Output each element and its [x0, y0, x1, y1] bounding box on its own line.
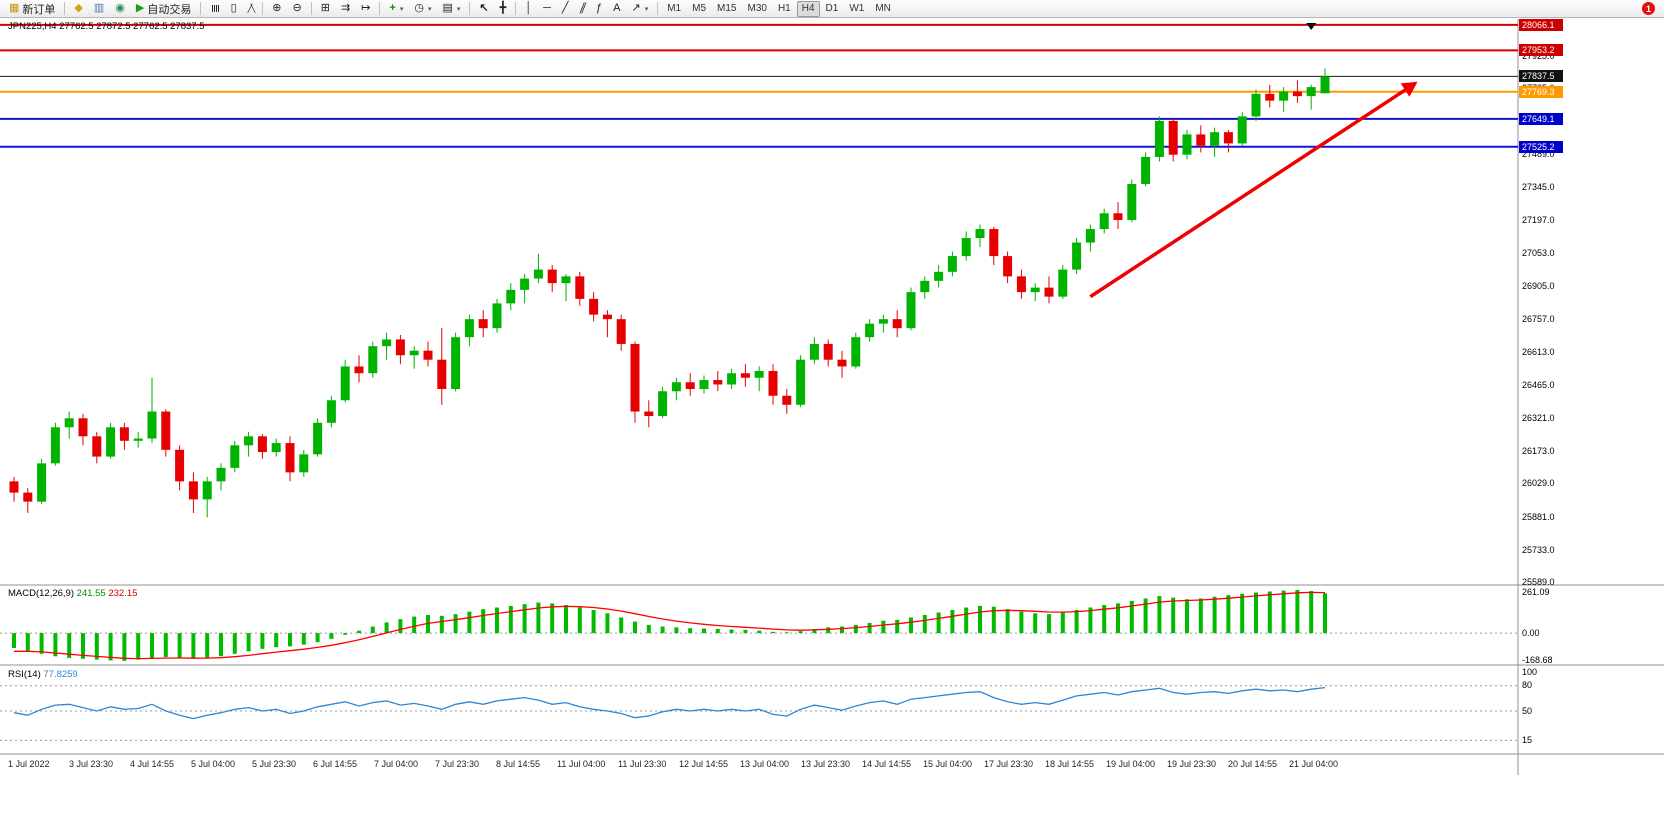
zoom-in-button[interactable]: ⊕ [267, 0, 286, 18]
timeframe-button-mn[interactable]: MN [875, 2, 891, 14]
arrows-button[interactable]: ↗ ▾ [626, 0, 653, 18]
toolbar-separator [262, 2, 264, 15]
channel-icon: ∥ [577, 2, 588, 14]
crosshair-button[interactable]: ╋ [495, 0, 512, 18]
candles [9, 68, 1330, 518]
vertical-line-button[interactable]: │ [520, 0, 537, 18]
macd-histogram [12, 590, 1327, 661]
chart-shift-icon: ↦ [361, 2, 371, 14]
toolbar-separator [64, 2, 66, 15]
market-watch-icon: ▥ [93, 2, 105, 14]
toolbar-separator [657, 2, 659, 15]
timeframe-button-m30[interactable]: M30 [747, 2, 767, 14]
macd-signal-line [14, 591, 1326, 660]
timeframe-button-m5[interactable]: M5 [692, 2, 707, 14]
cursor-icon: ↖ [479, 2, 489, 14]
toolbar-separator [310, 2, 312, 15]
crosshair-icon: ╋ [499, 2, 507, 14]
periods-button[interactable]: ◷ ▾ [409, 0, 436, 18]
periods-icon: ◷ [414, 2, 424, 14]
data-window-icon: ◉ [115, 2, 125, 14]
market-watch-button[interactable]: ▥ [89, 0, 109, 18]
rsi-line [13, 686, 1326, 720]
horizontal-line-icon: ─ [543, 2, 551, 14]
macd-signal-value: 232.15 [108, 588, 138, 599]
timeframe-button-h1[interactable]: H1 [777, 2, 791, 14]
trendline-button[interactable]: ╱ [557, 0, 574, 18]
tile-windows-icon: ⊞ [320, 2, 330, 14]
autotrade-button[interactable]: ▶ 自动交易 [131, 0, 196, 18]
bar-chart-button[interactable]: ≣ [205, 0, 224, 18]
rsi-value: 77.8259 [43, 669, 78, 680]
horizontal-line-button[interactable]: ─ [538, 0, 556, 18]
new-order-icon: ▦ [9, 2, 20, 14]
time-axis[interactable] [0, 755, 1518, 775]
channel-button[interactable]: ∥ [575, 0, 591, 18]
indicators-icon: + [389, 2, 396, 14]
autotrade-button-label: 自动交易 [147, 3, 192, 16]
dropdown-caret-icon: ▾ [427, 5, 432, 13]
timeframe-button-m1[interactable]: M1 [667, 2, 682, 14]
dropdown-caret-icon: ▾ [456, 5, 461, 13]
zoom-out-icon: ⊖ [292, 2, 302, 14]
price-axis[interactable] [1518, 19, 1664, 755]
rsi-name: RSI(14) [8, 669, 41, 680]
timeframe-button-m15[interactable]: M15 [717, 2, 737, 14]
auto-scroll-button[interactable]: ⇉ [336, 0, 355, 18]
line-chart-button[interactable]: ╱╲ [243, 0, 259, 18]
toolbar-separator [200, 2, 202, 15]
timeframe-button-d1[interactable]: D1 [825, 2, 839, 14]
indicators-button[interactable]: + ▾ [384, 0, 408, 18]
new-order-button-label: 新订单 [22, 3, 56, 16]
chart-title-text: JPN225,H4 27762.5 27872.5 27762.5 27837.… [8, 21, 205, 32]
chart-title: JPN225,H4 27762.5 27872.5 27762.5 27837.… [8, 21, 205, 32]
arrows-icon: ↗ [631, 2, 641, 14]
cursor-button[interactable]: ↖ [474, 0, 493, 18]
dropdown-caret-icon: ▾ [399, 5, 404, 13]
macd-main-value: 241.55 [76, 588, 106, 599]
chart-shift-button[interactable]: ↦ [356, 0, 375, 18]
auto-scroll-icon: ⇉ [340, 2, 351, 14]
alert-badge[interactable]: 1 [1642, 2, 1655, 15]
trend-arrow-line[interactable] [1089, 88, 1407, 299]
timeframe-button-w1[interactable]: W1 [849, 2, 865, 14]
rsi-label: RSI(14) 77.8259 [8, 669, 78, 680]
dropdown-caret-icon: ▾ [644, 5, 649, 13]
profiles-button[interactable]: ◆ [69, 0, 87, 18]
tile-windows-button[interactable]: ⊞ [316, 0, 335, 18]
new-order-button[interactable]: ▦ 新订单 [4, 0, 60, 18]
trend-arrow-head[interactable] [1400, 81, 1418, 97]
profiles-icon: ◆ [74, 2, 83, 14]
candlestick-chart-button[interactable]: ▯ [226, 0, 242, 18]
bar-chart-icon: ≣ [209, 3, 222, 14]
candlestick-chart-icon: ▯ [230, 2, 237, 14]
macd-label: MACD(12,26,9) 241.55 232.15 [8, 588, 137, 599]
trendline-icon: ╱ [561, 2, 569, 14]
templates-icon: ▤ [442, 2, 453, 14]
toolbar-separator [469, 2, 471, 15]
fibonacci-icon: ƒ [596, 2, 603, 14]
data-window-button[interactable]: ◉ [110, 0, 130, 18]
autotrade-icon: ▶ [135, 2, 145, 14]
templates-button[interactable]: ▤ ▾ [437, 0, 465, 18]
zoom-in-icon: ⊕ [272, 2, 282, 14]
line-chart-icon: ╱╲ [247, 3, 256, 13]
main-toolbar: ▦ 新订单 ◆ ▥ ◉ ▶ 自动交易 ≣ ▯ ╱╲ ⊕ ⊖ ⊞ ⇉ ↦ + ▾ ◷ ▾ ▤ ▾ ↖ ╋ │ ─ ╱ ∥ ƒ A ↗ ▾ M1 M… [0, 0, 1664, 18]
zoom-out-button[interactable]: ⊖ [288, 0, 307, 18]
vertical-line-icon: │ [525, 2, 533, 14]
text-icon: A [613, 2, 621, 14]
timeframe-button-h4[interactable]: H4 [796, 0, 820, 17]
top-marker-icon[interactable] [1306, 23, 1317, 30]
toolbar-separator [515, 2, 517, 15]
macd-name: MACD(12,26,9) [8, 588, 74, 599]
fibonacci-button[interactable]: ƒ [591, 0, 607, 18]
text-button[interactable]: A [608, 0, 625, 18]
toolbar-separator [379, 2, 381, 15]
